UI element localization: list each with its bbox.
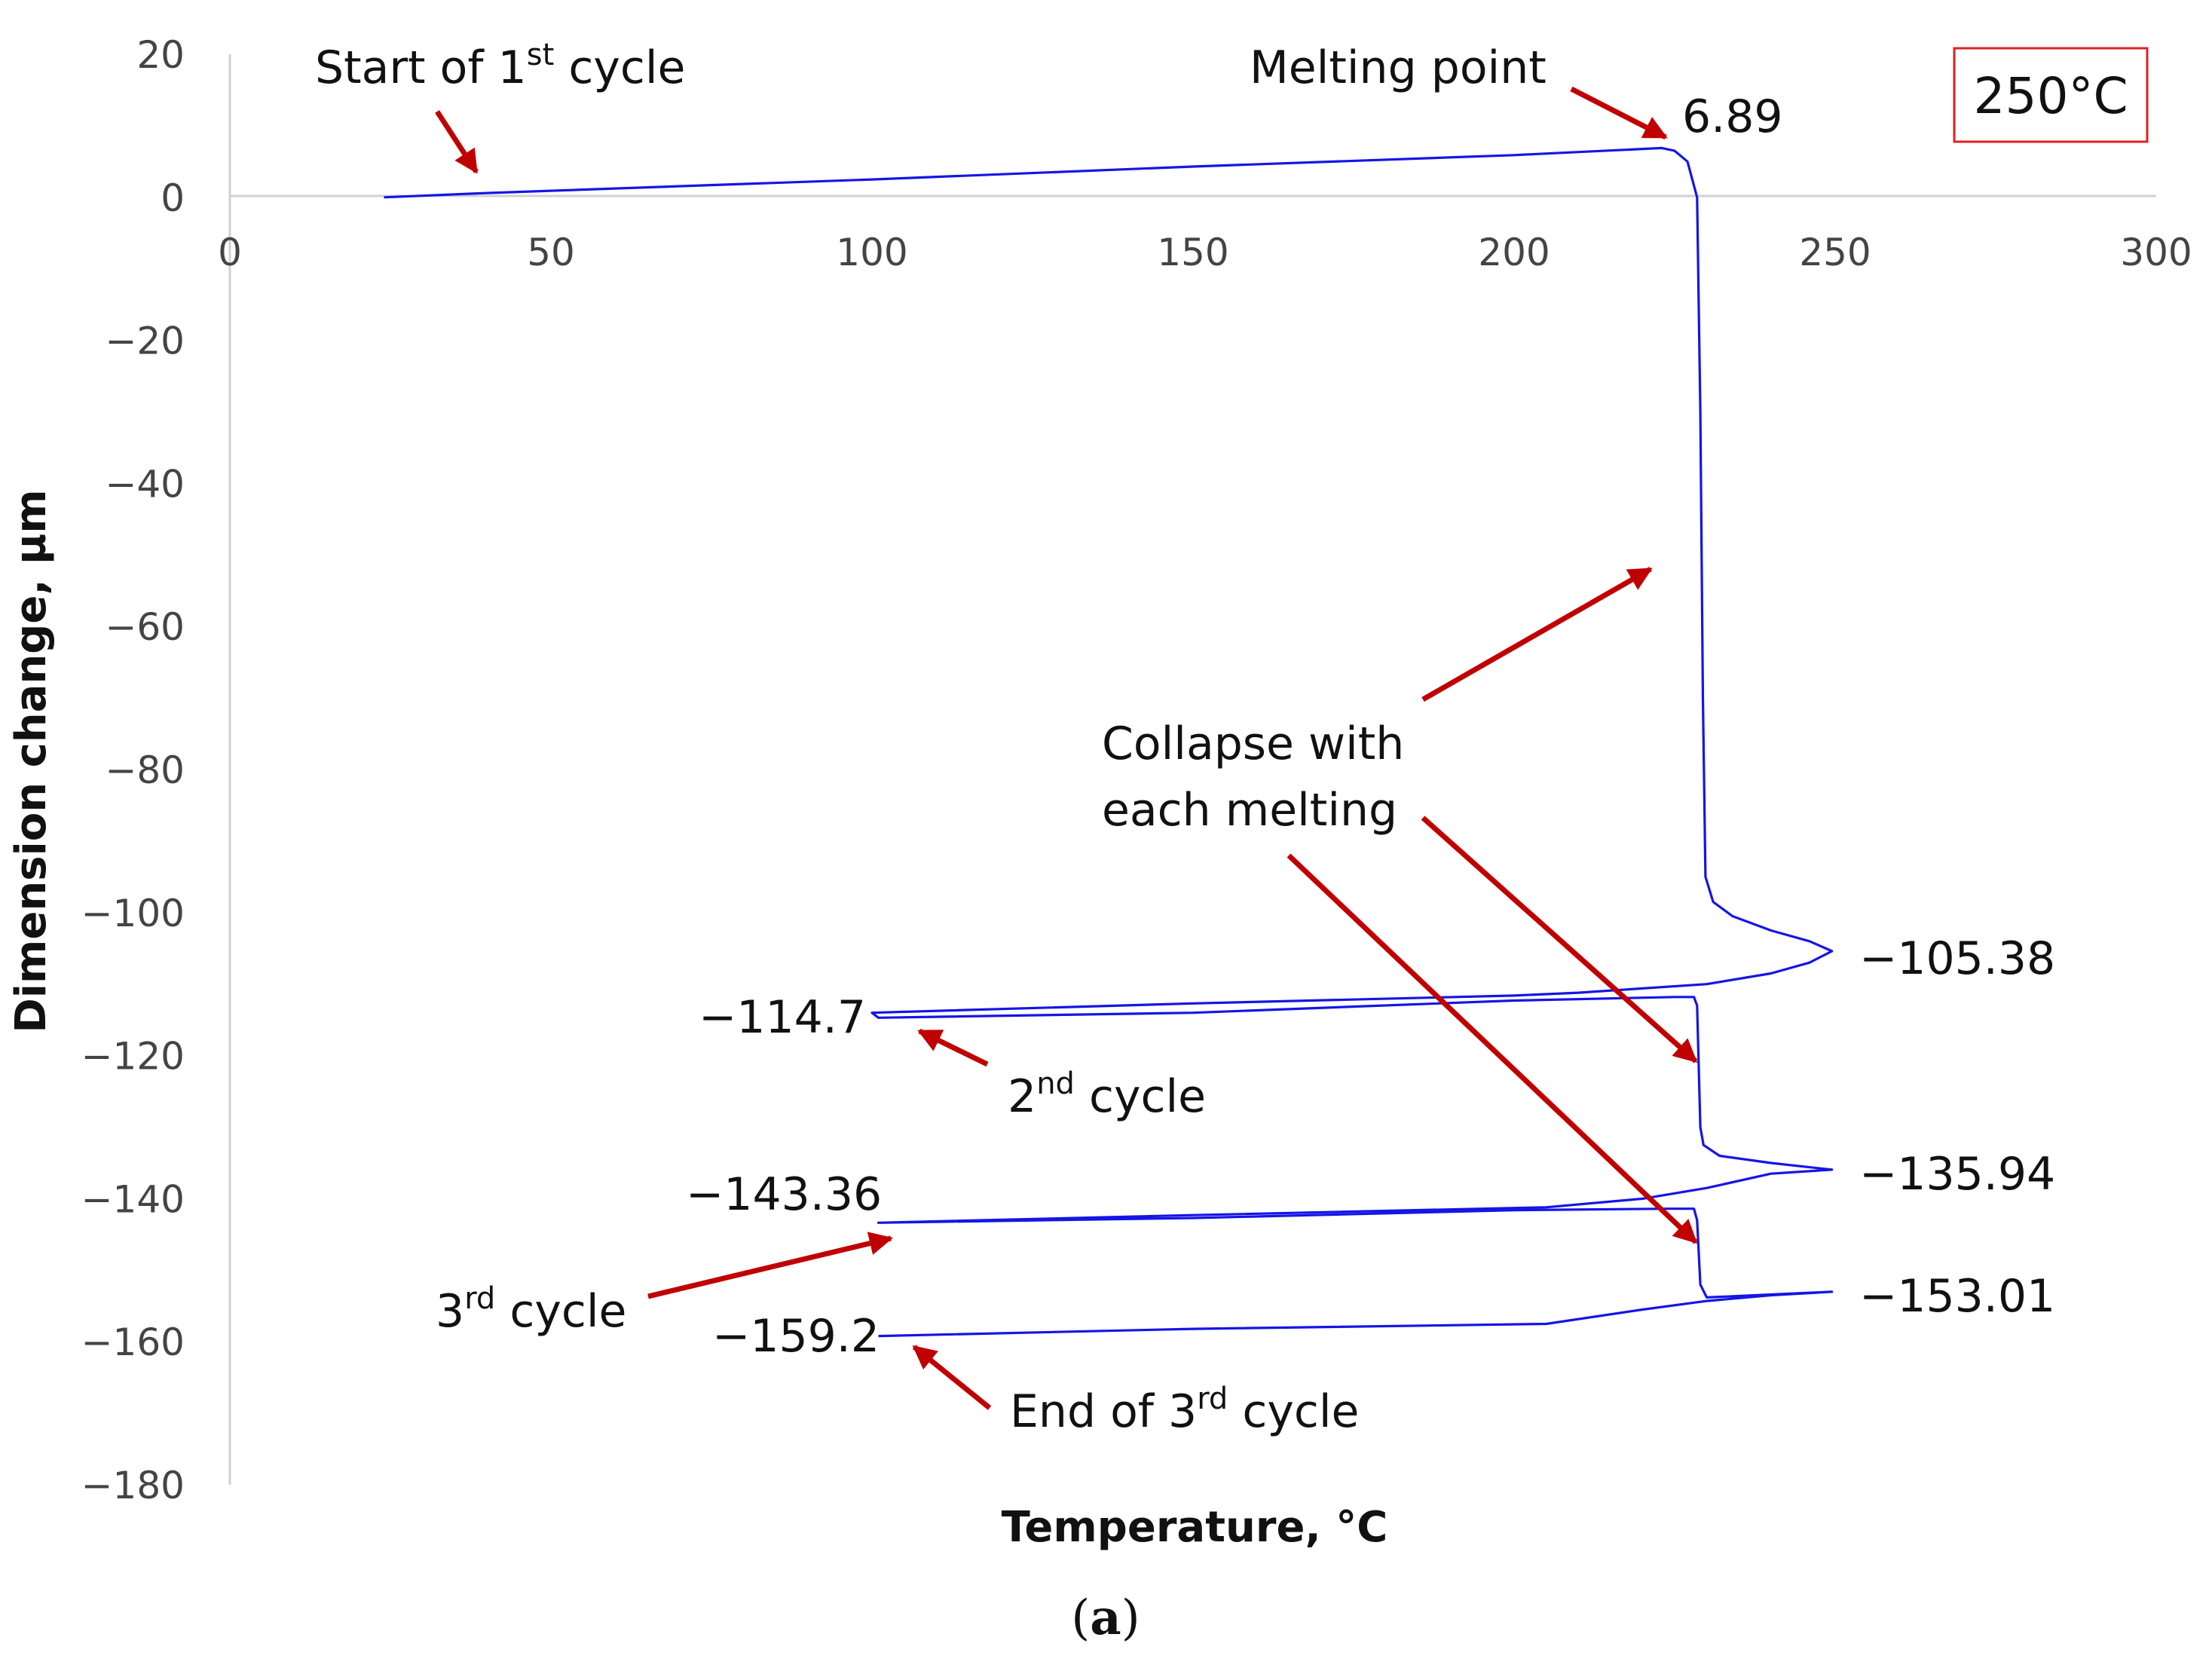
y-tick-label: −100	[81, 892, 185, 935]
value-label-135: −135.94	[1859, 1148, 2055, 1201]
value-label-105: −105.38	[1859, 932, 2055, 985]
x-tick-labels: 0 50 100 150 200 250 300	[218, 231, 2192, 274]
collapse-label-line1: Collapse with	[1102, 718, 1404, 770]
y-tick-label: −20	[105, 320, 185, 363]
arrow-second-cycle	[917, 1028, 989, 1067]
second-cycle-label: 2nd cycle	[1008, 1066, 1206, 1123]
value-label-114: −114.7	[699, 991, 866, 1044]
y-tick-labels: 20 0 −20 −40 −60 −80 −100 −120 −140 −160 −180	[81, 33, 185, 1507]
x-tick-label: 0	[218, 231, 242, 274]
arrow-melting-point	[1570, 86, 1668, 140]
peak-value-label: 6.89	[1682, 90, 1783, 143]
dimension-change-line	[384, 146, 1834, 1338]
arrow-third-cycle	[647, 1232, 894, 1299]
third-cycle-label: 3rd cycle	[436, 1281, 626, 1338]
arrow-collapse-2	[1421, 816, 1698, 1063]
end-third-cycle-label: End of 3rd cycle	[1010, 1382, 1359, 1438]
y-tick-label: −140	[81, 1177, 185, 1221]
value-label-153: −153.01	[1859, 1270, 2055, 1323]
y-tick-label: −180	[81, 1464, 185, 1507]
y-tick-label: 20	[136, 33, 185, 77]
arrow-collapse-3	[1287, 853, 1698, 1244]
y-tick-label: −40	[105, 462, 185, 506]
y-tick-label: −120	[81, 1035, 185, 1079]
y-axis-title: Dimension change, µm	[7, 489, 56, 1033]
arrow-end-third-cycle	[912, 1345, 992, 1410]
temperature-badge: 250°C	[1973, 67, 2128, 125]
x-tick-label: 200	[1478, 231, 1550, 274]
annotation-arrows	[435, 86, 1698, 1410]
figure-caption: (a)	[1071, 1590, 1140, 1646]
melting-point-label: Melting point	[1250, 41, 1547, 94]
arrow-start-first-cycle	[435, 110, 479, 174]
x-tick-label: 250	[1799, 231, 1871, 274]
x-tick-label: 300	[2120, 231, 2192, 274]
x-tick-label: 50	[527, 231, 575, 274]
start-first-cycle-label: Start of 1st cycle	[315, 38, 685, 94]
value-label-143: −143.36	[686, 1168, 882, 1221]
temperature-badge-box	[1953, 47, 2149, 143]
x-tick-label: 100	[836, 231, 907, 274]
y-tick-label: −160	[81, 1320, 185, 1364]
y-tick-label: 0	[161, 176, 185, 220]
value-label-159: −159.2	[712, 1310, 880, 1363]
collapse-label-line2: each melting	[1102, 784, 1397, 837]
x-axis-title: Temperature, °C	[1002, 1503, 1388, 1552]
x-tick-label: 150	[1157, 231, 1228, 274]
arrow-collapse-1	[1421, 566, 1653, 702]
y-tick-label: −80	[105, 748, 185, 792]
y-tick-label: −60	[105, 605, 185, 649]
